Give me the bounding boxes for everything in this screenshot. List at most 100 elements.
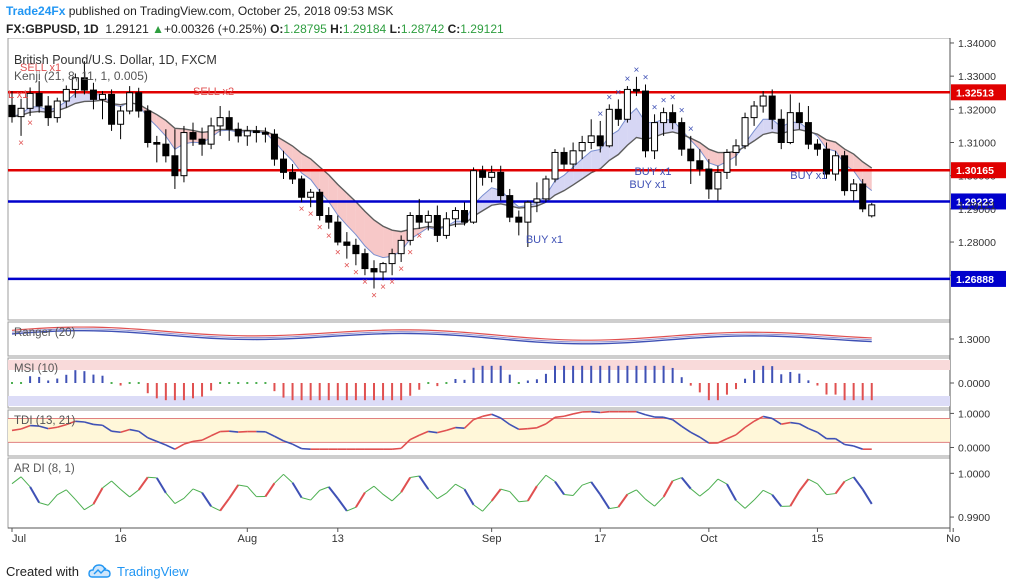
tdi-line-segment (229, 430, 239, 433)
level-price-label: 1.26888 (956, 274, 994, 286)
candle-down (252, 130, 260, 134)
sell-signal-label: SELL x2 (193, 86, 234, 98)
tdi-line-segment (120, 428, 130, 434)
tdi-line-segment (201, 435, 212, 441)
candle-down (334, 221, 342, 243)
candle-up (578, 142, 586, 152)
tradingview-link[interactable]: TradingView (117, 564, 189, 579)
candle-up (524, 201, 532, 223)
msi-neutral-dot (255, 382, 258, 384)
candle-down (696, 160, 704, 170)
tdi-line-segment (57, 423, 67, 429)
candle-down (198, 138, 206, 145)
candle-down (859, 183, 867, 210)
sell-marker: × (299, 204, 305, 215)
price-chart[interactable]: 1.340001.330001.320001.310001.300001.290… (0, 38, 1011, 558)
tdi-line-segment (835, 438, 846, 446)
footer: Created with TradingView (0, 560, 1011, 587)
candle-down (687, 148, 695, 162)
ardi-line-segment (753, 489, 764, 501)
msi-neutral-dot (445, 382, 448, 384)
tdi-line-segment (844, 443, 854, 447)
candle-up (533, 198, 541, 203)
published-text: published on TradingView.com, October 25… (65, 4, 394, 18)
tdi-line-segment (790, 421, 800, 425)
ardi-line-segment (129, 489, 140, 498)
buy-marker: × (652, 102, 658, 113)
tdi-line-segment (500, 417, 511, 426)
candle-up (723, 151, 731, 173)
kenji-cloud-segment (292, 146, 302, 173)
msi-neutral-dot (228, 382, 231, 384)
candle-down (479, 170, 487, 178)
candle-up (71, 77, 79, 90)
kenji-cloud-segment (75, 92, 85, 104)
ardi-line-segment (572, 484, 583, 496)
tdi-line-segment (102, 424, 112, 432)
candle-down (795, 112, 803, 124)
tdi-line-segment (437, 429, 447, 434)
sell-signal-label: SELL x1 (20, 62, 61, 74)
author-link[interactable]: Trade24Fx (6, 4, 66, 18)
ardi-line-segment (789, 490, 801, 507)
level-price-label: 1.29223 (956, 196, 994, 208)
sell-marker: × (344, 261, 350, 272)
level-price-tag (951, 193, 1006, 210)
tdi-line-segment (717, 438, 728, 444)
x-tick-label: Aug (238, 533, 258, 545)
tdi-line-segment (816, 431, 827, 440)
y-tick-label: 1.0000 (958, 468, 990, 480)
msi-neutral-dot (219, 382, 222, 384)
ardi-line-segment (111, 480, 121, 490)
kenji-cloud-segment (582, 151, 592, 179)
kenji-cloud-segment (555, 175, 565, 196)
kenji-cloud-segment (826, 139, 836, 152)
x-tick-label: Sep (482, 533, 502, 545)
tdi-line-segment (672, 419, 683, 427)
ardi-line-segment (654, 496, 664, 507)
msi-neutral-dot (20, 382, 23, 384)
candle-down (515, 216, 523, 223)
kenji-cloud-segment (328, 174, 338, 216)
ardi-line-segment (536, 474, 547, 487)
candle-up (406, 214, 414, 241)
buy-signal-label: BUY x1 (634, 166, 671, 178)
candle-down (80, 77, 88, 91)
candle-up (307, 191, 315, 198)
tdi-line-segment (138, 430, 149, 439)
ardi-line-segment (446, 483, 456, 494)
indicator-label: MSI (10) (14, 363, 58, 375)
tdi-line-segment (392, 447, 402, 450)
sell-marker: × (326, 231, 332, 242)
kenji-cloud-segment (482, 187, 492, 211)
kenji-cloud-segment (165, 120, 175, 150)
ardi-line-segment (826, 493, 836, 496)
price-change: +0.00326 (+0.25%) (163, 22, 267, 36)
y-tick-label: 0.0000 (958, 378, 990, 390)
ardi-line-segment (563, 493, 574, 496)
ardi-line-segment (264, 482, 276, 498)
buy-signal-label: BUY x1 (790, 170, 827, 182)
candle-up (216, 117, 224, 127)
ardi-line-segment (662, 480, 674, 498)
kenji-cloud-segment (374, 219, 384, 258)
candle-down (44, 105, 52, 119)
ardi-line-segment (455, 483, 465, 490)
ardi-line-segment (771, 494, 783, 507)
level-price-tag (951, 270, 1006, 287)
ardi-line-segment (319, 486, 329, 491)
buy-marker: × (661, 96, 667, 107)
tdi-mid-band (8, 418, 950, 443)
ardi-line-segment (463, 488, 475, 506)
tdi-line-segment (636, 410, 646, 416)
pane-frame-4 (7, 457, 951, 529)
tdi-line-segment (93, 423, 103, 427)
tdi-line-segment (744, 420, 755, 429)
candle-up (850, 183, 858, 192)
sell-marker: × (353, 267, 359, 278)
tdi-line-segment (518, 427, 528, 431)
ardi-line-segment (155, 477, 167, 494)
low-label: L: (389, 22, 401, 36)
ardi-line-segment (346, 506, 357, 512)
tdi-line-segment (301, 447, 311, 450)
